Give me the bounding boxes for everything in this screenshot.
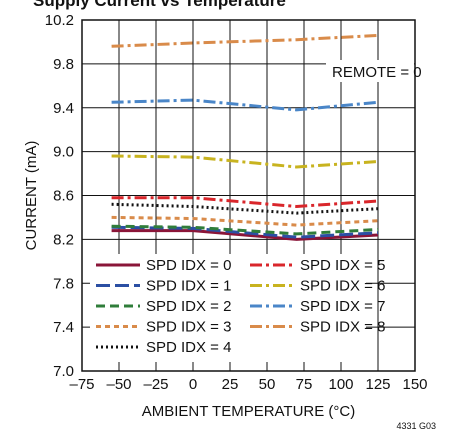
legend-label-0: SPD IDX = 0 (146, 257, 231, 274)
x-tick-label-8: 125 (365, 376, 390, 393)
x-tick-label-3: 0 (189, 376, 197, 393)
legend: SPD IDX = 0 SPD IDX = 1 SPD IDX = 2 SPD IDX… (90, 254, 385, 362)
x-tick-label-2: –25 (143, 376, 168, 393)
x-tick-label-7: 100 (328, 376, 353, 393)
y-tick-label-8: 10.2 (45, 12, 74, 29)
annotations: REMOTE = 0 (326, 60, 422, 82)
legend-background (90, 254, 366, 362)
y-tick-label-7: 9.8 (53, 56, 74, 73)
y-axis-label: CURRENT (mA) (23, 141, 40, 251)
x-axis-label: AMBIENT TEMPERATURE (°C) (142, 403, 356, 420)
series-line-2 (111, 224, 379, 236)
y-tick-label-4: 8.6 (53, 188, 74, 205)
figure-id: 4331 G03 (396, 421, 436, 431)
series-line-7 (111, 98, 379, 112)
series-line-3 (111, 215, 379, 227)
y-tick-label-1: 7.4 (53, 319, 74, 336)
legend-label-3: SPD IDX = 3 (146, 319, 231, 336)
x-tick-label-5: 50 (259, 376, 276, 393)
x-tick-label-6: 75 (296, 376, 313, 393)
annotation-background (326, 60, 414, 82)
cropped-chart-title: Supply Current vs Temperature (33, 0, 286, 10)
tick-labels: –75 –50 –25 0 25 50 75 100 125 150 7.0 7.4 7.8 8.2 8.6… (45, 12, 428, 393)
y-tick-label-6: 9.4 (53, 100, 74, 117)
series-line-4 (111, 202, 379, 215)
series-line-6 (111, 154, 379, 169)
series-line-1 (111, 225, 379, 239)
legend-label-4: SPD IDX = 4 (146, 339, 231, 356)
annotation-remote: REMOTE = 0 (332, 64, 422, 81)
series-line-5 (111, 196, 379, 209)
series-lines (111, 33, 379, 241)
x-tick-label-4: 25 (222, 376, 239, 393)
legend-label-2: SPD IDX = 2 (146, 298, 231, 315)
x-tick-label-0: –75 (69, 376, 94, 393)
series-line-0 (111, 229, 379, 241)
series-line-8 (111, 33, 379, 48)
plot-frame (81, 19, 416, 372)
legend-label-6: SPD IDX = 6 (300, 278, 385, 295)
plot-border (81, 19, 416, 372)
x-tick-label-9: 150 (402, 376, 427, 393)
x-tick-label-1: –50 (106, 376, 131, 393)
y-tick-label-0: 7.0 (53, 363, 74, 380)
legend-label-8: SPD IDX = 8 (300, 319, 385, 336)
y-tick-label-3: 8.2 (53, 231, 74, 248)
legend-label-5: SPD IDX = 5 (300, 257, 385, 274)
y-tick-label-5: 9.0 (53, 144, 74, 161)
legend-label-1: SPD IDX = 1 (146, 278, 231, 295)
legend-label-7: SPD IDX = 7 (300, 298, 385, 315)
y-tick-label-2: 7.8 (53, 275, 74, 292)
